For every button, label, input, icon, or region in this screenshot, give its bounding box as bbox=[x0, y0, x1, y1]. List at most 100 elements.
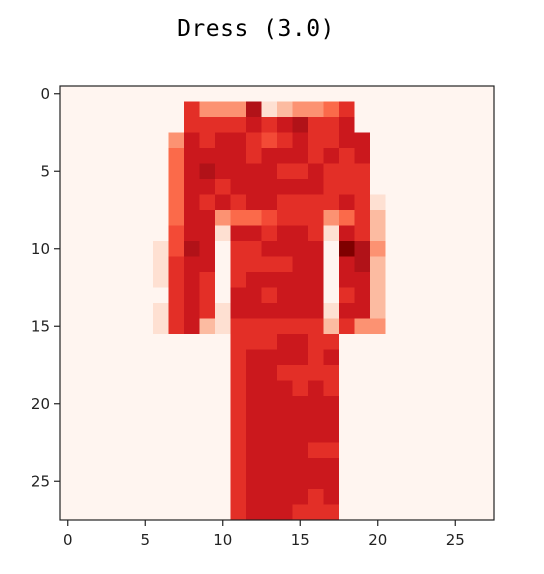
heatmap-cell bbox=[169, 102, 185, 118]
heatmap-cell bbox=[308, 443, 324, 459]
heatmap-cell bbox=[138, 334, 154, 350]
heatmap-cell bbox=[200, 257, 216, 273]
heatmap-cell bbox=[138, 474, 154, 490]
heatmap-cell bbox=[401, 117, 417, 133]
heatmap-cell bbox=[339, 505, 355, 521]
heatmap-cell bbox=[386, 210, 402, 226]
heatmap-cell bbox=[107, 505, 123, 521]
heatmap-cell bbox=[401, 396, 417, 412]
heatmap-cell bbox=[386, 288, 402, 304]
heatmap-cell bbox=[339, 427, 355, 443]
heatmap-cell bbox=[107, 117, 123, 133]
heatmap-cell bbox=[138, 164, 154, 180]
heatmap-cell bbox=[355, 443, 371, 459]
heatmap-cell bbox=[432, 396, 448, 412]
heatmap-cell bbox=[107, 319, 123, 335]
heatmap-cell bbox=[463, 396, 479, 412]
heatmap-cell bbox=[308, 179, 324, 195]
heatmap-cell bbox=[448, 117, 464, 133]
heatmap-cell bbox=[293, 195, 309, 211]
heatmap-cell bbox=[293, 148, 309, 164]
x-tick-label: 20 bbox=[368, 531, 387, 549]
heatmap-cell bbox=[200, 164, 216, 180]
heatmap-cell bbox=[91, 412, 107, 428]
heatmap-cell bbox=[355, 272, 371, 288]
heatmap-cell bbox=[200, 412, 216, 428]
heatmap-cell bbox=[308, 241, 324, 257]
heatmap-cell bbox=[122, 257, 138, 273]
heatmap-cell bbox=[448, 489, 464, 505]
heatmap-cell bbox=[432, 117, 448, 133]
heatmap-cell bbox=[138, 179, 154, 195]
heatmap-cell bbox=[138, 288, 154, 304]
heatmap-cell bbox=[355, 257, 371, 273]
heatmap-cell bbox=[370, 257, 386, 273]
heatmap-cell bbox=[153, 350, 169, 366]
heatmap-cell bbox=[448, 257, 464, 273]
heatmap-cell bbox=[246, 334, 262, 350]
heatmap-cell bbox=[231, 474, 247, 490]
heatmap-cell bbox=[277, 133, 293, 149]
heatmap-cell bbox=[91, 195, 107, 211]
heatmap-cell bbox=[370, 164, 386, 180]
heatmap-cell bbox=[246, 458, 262, 474]
heatmap-cell bbox=[91, 319, 107, 335]
heatmap-cell bbox=[76, 319, 92, 335]
heatmap-cell bbox=[308, 350, 324, 366]
heatmap-cell bbox=[293, 474, 309, 490]
heatmap-cell bbox=[184, 133, 200, 149]
heatmap-cell bbox=[277, 365, 293, 381]
heatmap-cell bbox=[169, 443, 185, 459]
heatmap-cell bbox=[417, 350, 433, 366]
heatmap-cell bbox=[169, 148, 185, 164]
heatmap-cell bbox=[448, 381, 464, 397]
heatmap-cell bbox=[107, 272, 123, 288]
heatmap-cell bbox=[355, 489, 371, 505]
heatmap-cell bbox=[184, 350, 200, 366]
heatmap-cell bbox=[401, 365, 417, 381]
heatmap-cell bbox=[308, 412, 324, 428]
heatmap-cell bbox=[417, 334, 433, 350]
heatmap-cell bbox=[355, 319, 371, 335]
heatmap-cell bbox=[153, 179, 169, 195]
heatmap-cell bbox=[479, 210, 495, 226]
heatmap-cell bbox=[293, 117, 309, 133]
heatmap-cell bbox=[60, 133, 76, 149]
heatmap-cell bbox=[401, 102, 417, 118]
heatmap-cell bbox=[417, 396, 433, 412]
heatmap-cell bbox=[76, 288, 92, 304]
heatmap-cell bbox=[293, 102, 309, 118]
heatmap-cell bbox=[76, 427, 92, 443]
heatmap-cell bbox=[432, 148, 448, 164]
heatmap-cell bbox=[401, 505, 417, 521]
heatmap-cell bbox=[386, 179, 402, 195]
heatmap-cell bbox=[432, 319, 448, 335]
heatmap-cell bbox=[184, 474, 200, 490]
heatmap-cell bbox=[386, 505, 402, 521]
heatmap-cell bbox=[401, 474, 417, 490]
heatmap-cell bbox=[463, 303, 479, 319]
heatmap-cell bbox=[200, 505, 216, 521]
heatmap-cell bbox=[91, 288, 107, 304]
heatmap-cell bbox=[355, 288, 371, 304]
heatmap-cell bbox=[417, 272, 433, 288]
heatmap-cell bbox=[231, 210, 247, 226]
heatmap-cell bbox=[417, 412, 433, 428]
heatmap-cell bbox=[169, 195, 185, 211]
heatmap-cell bbox=[107, 195, 123, 211]
heatmap-cell bbox=[339, 381, 355, 397]
heatmap-cell bbox=[91, 381, 107, 397]
heatmap-cell bbox=[231, 102, 247, 118]
heatmap-cell bbox=[262, 427, 278, 443]
heatmap-cell bbox=[308, 458, 324, 474]
heatmap-cell bbox=[246, 179, 262, 195]
heatmap-cell bbox=[184, 489, 200, 505]
heatmap-cell bbox=[60, 396, 76, 412]
heatmap-cell bbox=[169, 474, 185, 490]
heatmap-cell bbox=[262, 303, 278, 319]
heatmap-cell bbox=[200, 272, 216, 288]
heatmap-cell bbox=[448, 86, 464, 102]
heatmap-cell bbox=[293, 443, 309, 459]
heatmap-cell bbox=[401, 443, 417, 459]
